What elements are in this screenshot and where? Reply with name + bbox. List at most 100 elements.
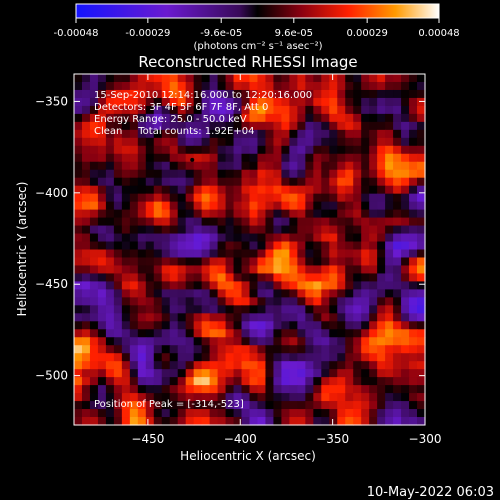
heatmap-cell: [153, 273, 163, 283]
heatmap-cell: [249, 153, 259, 163]
heatmap-cell: [265, 161, 275, 171]
heatmap-cell: [81, 321, 91, 330]
heatmap-cell: [393, 145, 402, 155]
heatmap-cell: [81, 297, 91, 306]
heatmap-cell: [353, 321, 362, 330]
heatmap-cell: [105, 145, 115, 155]
heatmap-cell: [361, 225, 370, 235]
heatmap-cell: [185, 153, 195, 163]
heatmap-cell: [241, 225, 251, 235]
heatmap-cell: [369, 281, 378, 290]
heatmap-cell: [297, 321, 306, 330]
heatmap-cell: [385, 385, 394, 394]
heatmap-cell: [233, 121, 243, 131]
heatmap-cell: [233, 209, 243, 219]
heatmap-cell: [105, 305, 115, 314]
heatmap-cell: [281, 241, 290, 251]
heatmap-cell: [129, 185, 139, 195]
heatmap-cell: [409, 217, 418, 227]
heatmap-cell: [377, 401, 386, 410]
heatmap-cell: [337, 105, 346, 115]
heatmap-cell: [337, 217, 346, 227]
heatmap-cell: [409, 281, 418, 290]
heatmap-cell: [377, 313, 386, 322]
heatmap-cell: [385, 153, 394, 163]
heatmap-cell: [89, 177, 99, 187]
heatmap-cell: [177, 265, 187, 275]
heatmap-cell: [393, 233, 402, 243]
heatmap-cell: [89, 409, 99, 418]
heatmap-cell: [185, 289, 195, 298]
heatmap-cell: [145, 329, 155, 338]
heatmap-cell: [201, 281, 211, 290]
heatmap-cell: [209, 393, 219, 402]
heatmap-cell: [209, 137, 219, 147]
heatmap-cell: [74, 225, 83, 235]
heatmap-cell: [129, 105, 139, 115]
heatmap-cell: [297, 273, 306, 283]
heatmap-cell: [257, 89, 267, 99]
heatmap-cell: [337, 177, 346, 187]
heatmap-cell: [273, 265, 283, 275]
heatmap-cell: [153, 209, 163, 219]
heatmap-cell: [145, 129, 155, 139]
heatmap-cell: [81, 105, 91, 115]
heatmap-cell: [121, 201, 131, 211]
heatmap-cell: [74, 345, 83, 354]
heatmap-cell: [345, 409, 354, 418]
heatmap-cell: [161, 265, 171, 275]
heatmap-cell: [161, 305, 171, 314]
heatmap-cell: [273, 321, 283, 330]
heatmap-cell: [401, 145, 410, 155]
heatmap-cell: [401, 257, 410, 267]
heatmap-cell: [113, 169, 123, 179]
heatmap-cell: [129, 121, 139, 131]
heatmap-cell: [249, 417, 259, 426]
heatmap-cell: [81, 393, 91, 402]
heatmap-cell: [249, 265, 259, 275]
heatmap-cell: [297, 345, 306, 354]
heatmap-cell: [305, 361, 314, 370]
heatmap-cell: [161, 369, 171, 378]
heatmap-cell: [121, 257, 131, 267]
heatmap-cell: [377, 345, 386, 354]
heatmap-cell: [313, 185, 322, 195]
heatmap-cell: [217, 321, 227, 330]
heatmap-cell: [177, 257, 187, 267]
heatmap-cell: [89, 329, 99, 338]
heatmap-cell: [337, 409, 346, 418]
heatmap-cell: [201, 105, 211, 115]
heatmap-cell: [281, 369, 290, 378]
heatmap-cell: [377, 89, 386, 99]
heatmap-cell: [377, 297, 386, 306]
heatmap-cell: [313, 417, 322, 426]
heatmap-cell: [129, 345, 139, 354]
heatmap-cell: [377, 273, 386, 283]
heatmap-cell: [105, 393, 115, 402]
heatmap-cell: [129, 289, 139, 298]
heatmap-cell: [105, 273, 115, 283]
heatmap-cell: [361, 169, 370, 179]
heatmap-cell: [233, 169, 243, 179]
heatmap-cell: [313, 129, 322, 139]
heatmap-cell: [385, 321, 394, 330]
heatmap-cell: [105, 401, 115, 410]
heatmap-cell: [241, 241, 251, 251]
heatmap-cell: [329, 305, 338, 314]
heatmap-cell: [393, 249, 402, 259]
heatmap-cell: [353, 377, 362, 386]
heatmap-cell: [409, 393, 418, 402]
heatmap-cell: [329, 97, 338, 107]
heatmap-cell: [377, 153, 386, 163]
heatmap-cell: [89, 121, 99, 131]
heatmap-cell: [97, 273, 107, 283]
heatmap-cell: [257, 249, 267, 259]
heatmap-cell: [137, 401, 147, 410]
heatmap-cell: [161, 129, 171, 139]
heatmap-cell: [81, 153, 91, 163]
heatmap-cell: [385, 273, 394, 283]
heatmap-cell: [417, 385, 426, 394]
heatmap-cell: [409, 385, 418, 394]
heatmap-cell: [249, 74, 259, 83]
heatmap-cell: [74, 409, 83, 418]
